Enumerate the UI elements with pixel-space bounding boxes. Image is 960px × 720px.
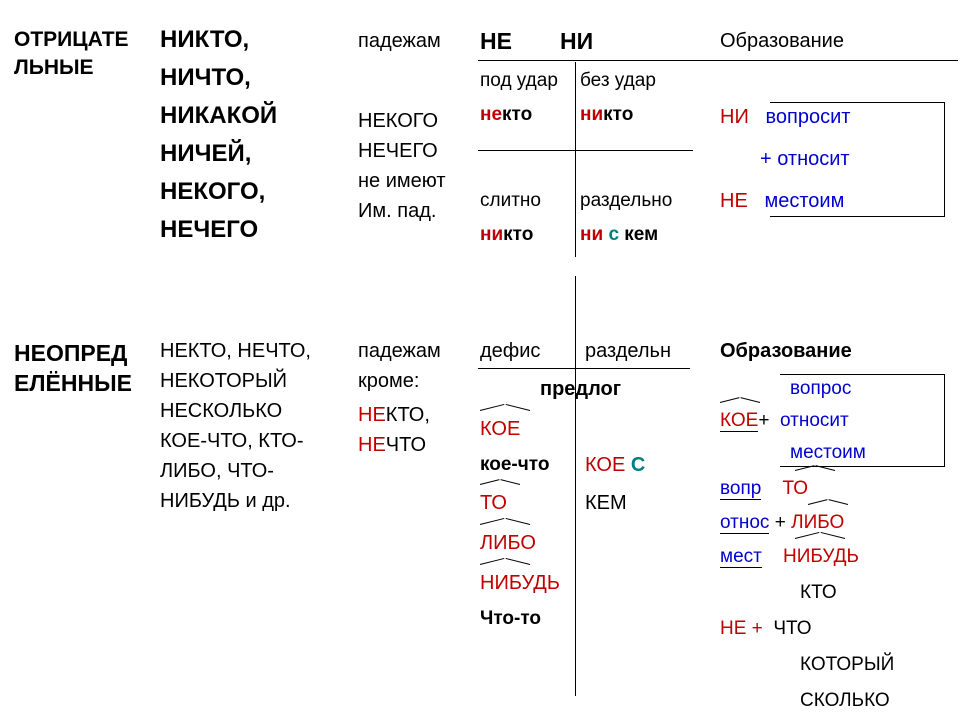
r1-c1-line1: ОТРИЦАТЕ	[14, 28, 129, 52]
r2-c5-mest: местоим	[790, 442, 866, 464]
r2-c3-b: кроме:	[358, 370, 419, 393]
r2-c5-br-top	[780, 374, 945, 375]
r2-c3-nekto: НЕКТО,	[358, 404, 430, 427]
r2-c2-0: НЕКТО, НЕЧТО,	[160, 340, 311, 363]
r2-c5-koe: КОЕ+ относит	[720, 410, 849, 432]
r2-c3-a: падежам	[358, 340, 441, 363]
r2-c1-line2: ЕЛЁННЫЕ	[14, 370, 132, 397]
r1-c3-b3: Им. пад.	[358, 200, 436, 223]
r1-c5-br-top	[770, 102, 945, 103]
r1-c4-ni: НИ	[560, 28, 593, 55]
roof-libo	[480, 524, 530, 532]
r1-c4-niskem: ни с кем	[580, 224, 658, 246]
r2-c5-mest-nibud: мест НИБУДЬ	[720, 546, 859, 568]
r1-c4-nikto2: никто	[480, 224, 533, 246]
r1-c4-raz: раздельно	[580, 190, 672, 212]
r2-c4-razd: раздельн	[585, 340, 671, 363]
r1-c5-plus: + относит	[760, 148, 850, 171]
r2-c5-obr: Образование	[720, 340, 852, 363]
r2-c5-vopros: вопрос	[790, 378, 851, 400]
r1-c1-line2: ЛЬНЫЕ	[14, 56, 94, 80]
r2-c4-defis: дефис	[480, 340, 540, 363]
r1-c5-ni: НИ вопросит	[720, 106, 850, 129]
roof-to	[480, 484, 520, 492]
r2-c4-chtoto: Что-то	[480, 608, 541, 630]
r2-c2-2: НЕСКОЛЬКО	[160, 400, 282, 423]
r1-c2-4: НЕКОГО,	[160, 178, 265, 206]
r2-c5-skolko: СКОЛЬКО	[800, 690, 890, 712]
r1-c4-bez: без удар	[580, 70, 656, 92]
r2-c4-koechto: кое-что	[480, 454, 549, 476]
r2-c4-vrule	[575, 276, 576, 696]
r2-c2-3: КОЕ-ЧТО, КТО-	[160, 430, 304, 453]
r2-c2-4: ЛИБО, ЧТО-	[160, 460, 274, 483]
r1-c4-hrule2	[478, 150, 693, 151]
roof-c5-nibud	[795, 538, 845, 546]
r1-c2-0: НИКТО,	[160, 26, 249, 54]
r1-c4-vrule	[575, 62, 576, 257]
r1-c2-3: НИЧЕЙ,	[160, 140, 251, 168]
r2-c5-vopr-to: вопр ТО	[720, 478, 808, 500]
r1-c3-b1: НЕЧЕГО	[358, 140, 438, 163]
r2-c4-libo: ЛИБО	[480, 532, 536, 555]
r1-c2-1: НИЧТО,	[160, 64, 251, 92]
r1-c3-b2: не имеют	[358, 170, 446, 193]
r1-c4-nikto: никто	[580, 104, 633, 126]
roof-nibud	[480, 564, 530, 572]
r2-c4-predlog: предлог	[540, 378, 621, 401]
r2-c4-nibud: НИБУДЬ	[480, 572, 560, 595]
r2-c4-koe: КОЕ	[480, 418, 520, 441]
r2-c5-br-bot	[780, 466, 945, 467]
r2-c2-5: НИБУДЬ и др.	[160, 490, 291, 513]
roof-c5-to	[795, 470, 835, 478]
r1-c4-pod: под удар	[480, 70, 558, 92]
r2-c5-br-v	[944, 374, 945, 466]
r1-c4-hrule	[478, 60, 958, 61]
roof-c5-koe	[720, 402, 760, 410]
r1-c2-2: НИКАКОЙ	[160, 102, 277, 130]
r2-c5-kto: КТО	[800, 582, 837, 604]
r2-c5-kotor: КОТОРЫЙ	[800, 654, 894, 676]
r2-c4-hrule	[478, 368, 690, 369]
r2-c4-koe-s: КОЕ С	[585, 454, 645, 477]
r1-c2-5: НЕЧЕГО	[160, 216, 258, 244]
r1-c3-top: падежам	[358, 30, 441, 53]
r2-c4-kem: КЕМ	[585, 492, 627, 515]
r1-c5-obr: Образование	[720, 30, 844, 53]
r2-c5-ne-chto: НЕ + ЧТО	[720, 618, 812, 640]
roof-c5-libo	[808, 504, 848, 512]
r1-c4-sl: слитно	[480, 190, 541, 212]
r1-c3-b0: НЕКОГО	[358, 110, 438, 133]
r2-c3-nechto: НЕЧТО	[358, 434, 426, 457]
roof-koe	[480, 410, 530, 418]
r1-c5-br-bot	[770, 216, 945, 217]
r1-c4-nekto: некто	[480, 104, 532, 126]
r1-c5-ne: НЕ местоим	[720, 190, 844, 213]
r2-c5-otnos-libo: относ + ЛИБО	[720, 512, 844, 534]
r2-c4-to: ТО	[480, 492, 507, 515]
r1-c4-ne: НЕ	[480, 28, 512, 55]
r2-c2-1: НЕКОТОРЫЙ	[160, 370, 287, 393]
r2-c1-line1: НЕОПРЕД	[14, 340, 127, 367]
r1-c5-br-v	[944, 102, 945, 216]
